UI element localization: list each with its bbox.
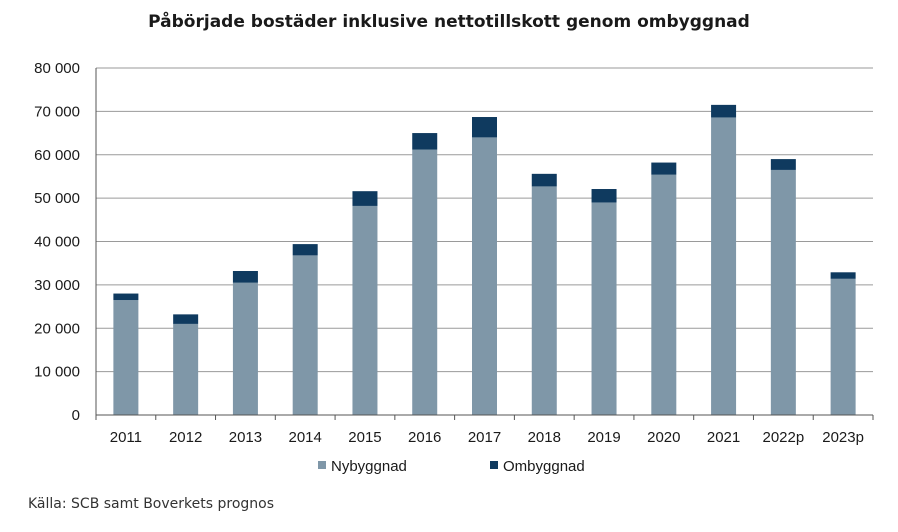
x-tick-label: 2023p bbox=[822, 429, 864, 446]
bars bbox=[113, 104, 856, 416]
legend: Nybyggnad Ombyggnad bbox=[318, 458, 585, 475]
bar-ombyggnad-2021 bbox=[711, 104, 737, 118]
legend-swatch-ombyggnad bbox=[490, 461, 498, 469]
x-tick-label: 2021 bbox=[707, 429, 740, 446]
x-tick-label: 2012 bbox=[169, 429, 202, 446]
legend-label-nybyggnad: Nybyggnad bbox=[331, 458, 407, 475]
bar-nybyggnad-2012 bbox=[173, 323, 199, 415]
y-tick-label: 40 000 bbox=[34, 234, 80, 251]
bar-ombyggnad-2012 bbox=[173, 314, 199, 324]
bar-ombyggnad-2018 bbox=[531, 173, 557, 187]
x-tick-label: 2016 bbox=[408, 429, 441, 446]
bar-nybyggnad-2018 bbox=[531, 186, 557, 415]
bar-ombyggnad-2016 bbox=[412, 133, 438, 150]
bar-nybyggnad-2013 bbox=[232, 282, 258, 415]
axes bbox=[95, 68, 874, 420]
bar-ombyggnad-2022p bbox=[770, 159, 796, 170]
x-tick-label: 2011 bbox=[110, 429, 142, 446]
x-tick-label: 2020 bbox=[647, 429, 680, 446]
y-tick-labels: 0 10 000 20 000 30 000 40 000 50 000 60 000 70 … bbox=[34, 60, 80, 424]
bar-nybyggnad-2023p bbox=[830, 278, 856, 415]
bar-nybyggnad-2016 bbox=[412, 149, 438, 416]
x-tick-label: 2015 bbox=[348, 429, 381, 446]
y-tick-label: 10 000 bbox=[34, 364, 80, 381]
bar-nybyggnad-2022p bbox=[770, 169, 796, 415]
bar-ombyggnad-2014 bbox=[292, 244, 318, 256]
bar-ombyggnad-2017 bbox=[472, 117, 497, 138]
legend-swatch-nybyggnad bbox=[318, 461, 326, 469]
bar-ombyggnad-2015 bbox=[352, 191, 378, 206]
source-note: Källa: SCB samt Boverkets prognos bbox=[28, 496, 275, 512]
y-tick-label: 60 000 bbox=[34, 147, 80, 164]
x-tick-label: 2019 bbox=[587, 429, 620, 446]
y-tick-label: 70 000 bbox=[34, 103, 80, 120]
bar-ombyggnad-2013 bbox=[232, 270, 258, 283]
x-tick-label: 2014 bbox=[289, 429, 322, 446]
legend-label-ombyggnad: Ombyggnad bbox=[503, 458, 585, 475]
bar-ombyggnad-2011 bbox=[113, 293, 139, 301]
x-tick-labels: 2011 2012 2013 2014 2015 2016 2017 2018 2019 2020… bbox=[110, 429, 864, 446]
y-tick-label: 50 000 bbox=[34, 190, 80, 207]
x-tick-label: 2013 bbox=[229, 429, 262, 446]
bar-nybyggnad-2011 bbox=[113, 300, 139, 415]
y-tick-label: 30 000 bbox=[34, 277, 80, 294]
x-tick-label: 2022p bbox=[762, 429, 804, 446]
y-tick-label: 20 000 bbox=[34, 320, 80, 337]
bar-nybyggnad-2021 bbox=[711, 117, 737, 415]
bar-nybyggnad-2020 bbox=[651, 174, 677, 415]
y-tick-label: 0 bbox=[72, 407, 80, 424]
bar-nybyggnad-2015 bbox=[352, 205, 378, 415]
y-tick-label: 80 000 bbox=[34, 60, 80, 77]
chart-title: Påbörjade bostäder inklusive nettotillsk… bbox=[148, 12, 750, 32]
bar-nybyggnad-2019 bbox=[591, 202, 617, 415]
bar-ombyggnad-2019 bbox=[591, 189, 617, 203]
bar-nybyggnad-2014 bbox=[292, 255, 318, 415]
bar-ombyggnad-2023p bbox=[830, 272, 856, 279]
x-tick-label: 2017 bbox=[468, 429, 501, 446]
bar-nybyggnad-2017 bbox=[472, 137, 497, 415]
x-tick-label: 2018 bbox=[528, 429, 561, 446]
bar-ombyggnad-2020 bbox=[651, 162, 677, 175]
